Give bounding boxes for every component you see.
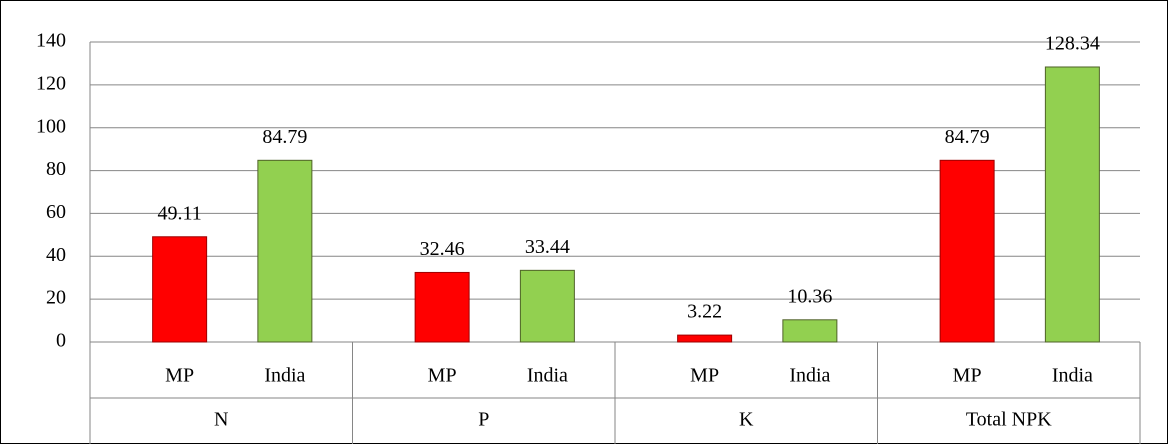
y-tick-label: 140 — [36, 30, 66, 52]
x-group-label: P — [478, 409, 489, 431]
x-tick-label: MP — [690, 365, 719, 387]
data-label: 84.79 — [945, 126, 990, 148]
data-label: 49.11 — [157, 202, 201, 224]
bar — [939, 159, 995, 343]
y-tick-label: 0 — [56, 330, 66, 352]
x-tick-label: MP — [428, 365, 457, 387]
data-label: 33.44 — [525, 236, 570, 258]
x-group-label: Total NPK — [966, 409, 1052, 431]
x-tick-label: India — [789, 365, 830, 387]
x-group-label: N — [214, 409, 228, 431]
bar — [257, 159, 313, 343]
y-tick-label: 120 — [36, 72, 66, 94]
bar — [519, 269, 575, 343]
y-tick-label: 40 — [46, 244, 66, 266]
x-tick-label: India — [1052, 365, 1093, 387]
bar — [677, 334, 733, 343]
y-tick-label: 100 — [36, 115, 66, 137]
y-tick-label: 60 — [46, 201, 66, 223]
data-label: 32.46 — [420, 238, 465, 260]
x-tick-label: MP — [165, 365, 194, 387]
data-label: 84.79 — [262, 126, 307, 148]
bar — [782, 319, 838, 343]
x-tick-label: India — [264, 365, 305, 387]
x-tick-label: India — [527, 365, 568, 387]
y-tick-label: 20 — [46, 287, 66, 309]
bar — [414, 271, 470, 343]
data-label: 3.22 — [687, 301, 722, 323]
x-group-label: K — [739, 409, 754, 431]
bar — [1044, 66, 1100, 343]
x-tick-label: MP — [953, 365, 982, 387]
data-label: 10.36 — [787, 285, 832, 307]
y-tick-label: 80 — [46, 158, 66, 180]
bar — [152, 236, 208, 343]
data-label: 128.34 — [1045, 33, 1100, 55]
